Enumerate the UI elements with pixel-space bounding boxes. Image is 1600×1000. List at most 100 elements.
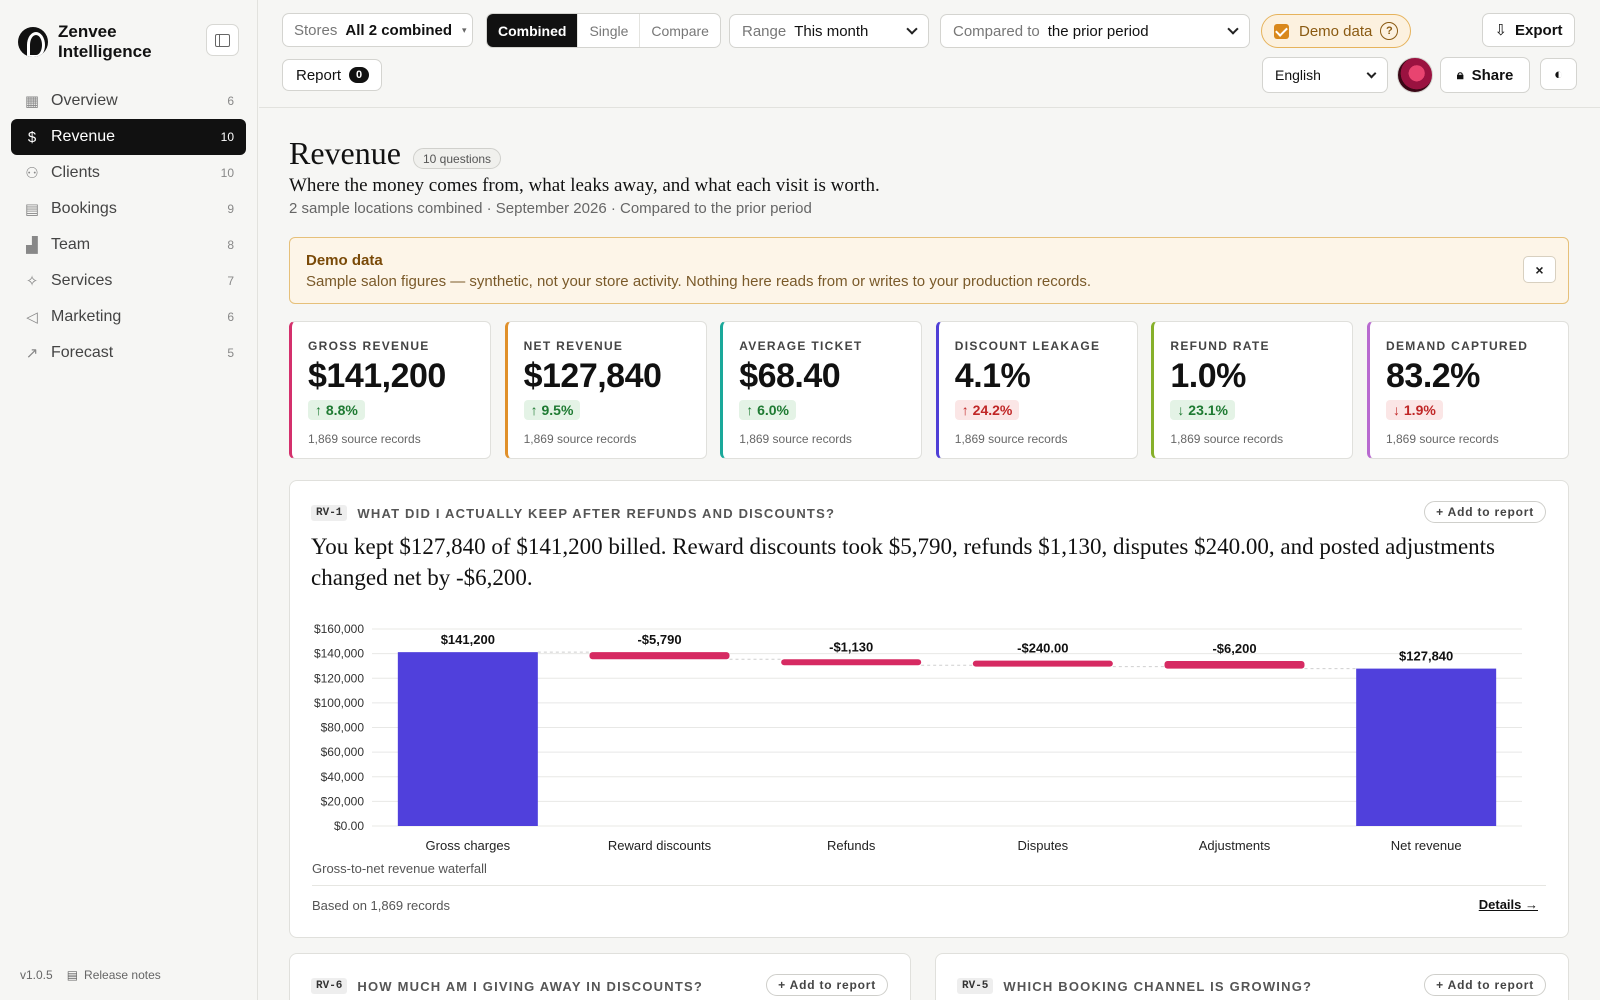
sidebar-item-count: 6	[227, 94, 234, 108]
kpi-label: DISCOUNT LEAKAGE	[954, 339, 1101, 353]
kpi-label: NET REVENUE	[523, 339, 624, 353]
report-button[interactable]: Report 0	[282, 59, 382, 91]
sidebar-item-clients[interactable]: ⚇ Clients 10	[11, 155, 246, 191]
sidebar-toggle-icon	[215, 33, 230, 47]
kpi-label: GROSS REVENUE	[308, 339, 430, 353]
calendar-icon: ▤	[24, 201, 40, 218]
data-label: -$240.00	[1017, 641, 1068, 656]
kpi-value: $68.40	[739, 357, 841, 395]
question-header: RV-1 WHAT DID I ACTUALLY KEEP AFTER REFU…	[311, 505, 835, 521]
kpi-label: AVERAGE TICKET	[739, 339, 863, 353]
kpi-source: 1,869 source records	[739, 432, 852, 446]
kpi-delta-badge: ↓ 1.9%	[1386, 400, 1443, 420]
question-header: RV-6 HOW MUCH AM I GIVING AWAY IN DISCOU…	[311, 978, 703, 994]
stores-select[interactable]: Stores All 2 combined ▾	[282, 13, 473, 47]
add-to-report-button[interactable]: + Add to report	[1424, 501, 1546, 523]
question-card-rv5: RV-5 WHICH BOOKING CHANNEL IS GROWING? +…	[935, 953, 1569, 1000]
x-category-label: Reward discounts	[608, 838, 712, 853]
kpi-value: 1.0%	[1170, 357, 1246, 395]
kpi-card-net-revenue[interactable]: NET REVENUE $127,840 ↑ 9.5% 1,869 source re…	[504, 321, 707, 459]
sidebar: Zenvee Intelligence ▦ Overview 6 $ Revenue 10…	[0, 0, 258, 1000]
mode-compare-tab[interactable]: Compare	[639, 14, 720, 47]
dropdown-dot-icon: ▾	[462, 24, 467, 35]
sidebar-item-overview[interactable]: ▦ Overview 6	[11, 83, 246, 119]
share-button[interactable]: 🔒︎ Share	[1440, 57, 1530, 93]
chevron-down-icon	[1366, 68, 1377, 78]
stores-value: All 2 combined	[345, 21, 453, 39]
avatar[interactable]	[1397, 57, 1433, 93]
export-label: Export	[1515, 21, 1563, 39]
details-link[interactable]: Details →	[1478, 897, 1538, 912]
compare-select[interactable]: Compared to the prior period	[940, 14, 1250, 48]
data-label: -$5,790	[637, 632, 681, 647]
kpi-card-average-ticket[interactable]: AVERAGE TICKET $68.40 ↑ 6.0% 1,869 source r…	[720, 321, 923, 459]
language-value: English	[1275, 67, 1321, 83]
sidebar-item-label: Team	[51, 236, 91, 253]
theme-toggle-button[interactable]: ◐	[1540, 58, 1577, 90]
y-tick-label: $120,000	[314, 671, 364, 685]
add-to-report-button[interactable]: + Add to report	[766, 974, 888, 996]
version-label: v1.0.5	[20, 968, 53, 982]
x-category-label: Refunds	[827, 838, 876, 853]
sidebar-item-bookings[interactable]: ▤ Bookings 9	[11, 191, 246, 227]
kpi-delta-badge: ↑ 6.0%	[739, 400, 796, 420]
add-to-report-button[interactable]: + Add to report	[1424, 974, 1546, 996]
sidebar-item-count: 10	[220, 130, 234, 144]
checkbox-checked-icon[interactable]	[1274, 23, 1289, 39]
kpi-label: REFUND RATE	[1170, 339, 1270, 353]
kpi-card-refund-rate[interactable]: REFUND RATE 1.0% ↓ 23.1% 1,869 source recor…	[1151, 321, 1354, 459]
sidebar-item-revenue[interactable]: $ Revenue 10	[11, 119, 246, 155]
sidebar-item-team[interactable]: ▟ Team 8	[11, 227, 246, 263]
sidebar-item-label: Overview	[51, 92, 118, 109]
kpi-card-discount-leakage[interactable]: DISCOUNT LEAKAGE 4.1% ↑ 24.2% 1,869 source …	[935, 321, 1138, 459]
collapse-sidebar-button[interactable]	[206, 24, 239, 56]
page-subtitle: Where the money comes from, what leaks a…	[289, 175, 880, 196]
sidebar-item-count: 7	[227, 274, 234, 288]
lock-icon: 🔒︎	[1456, 67, 1464, 82]
kpi-card-gross-revenue[interactable]: GROSS REVENUE $141,200 ↑ 8.8% 1,869 source …	[289, 321, 491, 459]
mode-combined-tab[interactable]: Combined	[487, 14, 578, 47]
help-icon[interactable]: ?	[1380, 22, 1399, 40]
dollar-icon: $	[27, 128, 37, 146]
x-category-label: Disputes	[1018, 838, 1069, 853]
sidebar-item-services[interactable]: ✧ Services 7	[11, 263, 246, 299]
close-banner-button[interactable]: ×	[1523, 256, 1556, 283]
mode-single-tab[interactable]: Single	[577, 14, 639, 47]
language-select[interactable]: English	[1262, 57, 1388, 93]
waterfall-chart: $0.00 $20,000 $40,000 $60,000 $80,000 $100,00…	[314, 622, 1522, 853]
y-tick-label: $40,000	[321, 770, 365, 784]
brand[interactable]: Zenvee Intelligence	[18, 22, 152, 62]
question-text: WHICH BOOKING CHANNEL IS GROWING?	[1003, 978, 1313, 994]
release-notes-link[interactable]: ▤ Release notes	[67, 968, 161, 982]
compare-value: the prior period	[1047, 22, 1149, 40]
records-footnote: Based on 1,869 records	[312, 898, 451, 913]
sidebar-item-marketing[interactable]: ◁ Marketing 6	[11, 299, 246, 335]
kpi-delta-badge: ↑ 8.8%	[308, 400, 365, 420]
y-tick-label: $20,000	[321, 794, 365, 808]
question-tag: RV-1	[311, 505, 348, 521]
sparkle-icon: ✧	[25, 273, 39, 290]
chevron-down-icon	[906, 23, 918, 35]
page-title: Revenue	[289, 135, 401, 171]
data-label: $141,200	[441, 632, 495, 647]
sidebar-item-count: 6	[227, 310, 234, 324]
sidebar-item-label: Revenue	[51, 128, 116, 145]
waterfall-bar	[781, 659, 922, 666]
sidebar-item-forecast[interactable]: ↗ Forecast 5	[11, 335, 246, 371]
brand-name-line2: Intelligence	[58, 42, 152, 61]
range-value: This month	[794, 22, 869, 40]
x-category-label: Gross charges	[426, 838, 511, 853]
range-select[interactable]: Range This month	[729, 14, 929, 48]
question-card-rv1: RV-1 WHAT DID I ACTUALLY KEEP AFTER REFU…	[289, 480, 1569, 938]
kpi-card-demand-captured[interactable]: DEMAND CAPTURED 83.2% ↓ 1.9% 1,869 source r…	[1367, 321, 1569, 459]
share-label: Share	[1471, 66, 1514, 84]
demo-data-banner: Demo data Sample salon figures — synthet…	[289, 237, 1569, 304]
kpi-delta-badge: ↓ 23.1%	[1170, 400, 1235, 420]
stores-label: Stores	[294, 21, 338, 39]
data-label: -$6,200	[1212, 641, 1256, 656]
grid-icon: ▦	[24, 93, 40, 110]
y-tick-label: $80,000	[321, 721, 365, 735]
export-button[interactable]: ⇩ Export	[1482, 13, 1575, 47]
banner-body: Sample salon figures — synthetic, not yo…	[306, 273, 1092, 290]
demo-data-toggle[interactable]: Demo data ?	[1261, 14, 1412, 48]
